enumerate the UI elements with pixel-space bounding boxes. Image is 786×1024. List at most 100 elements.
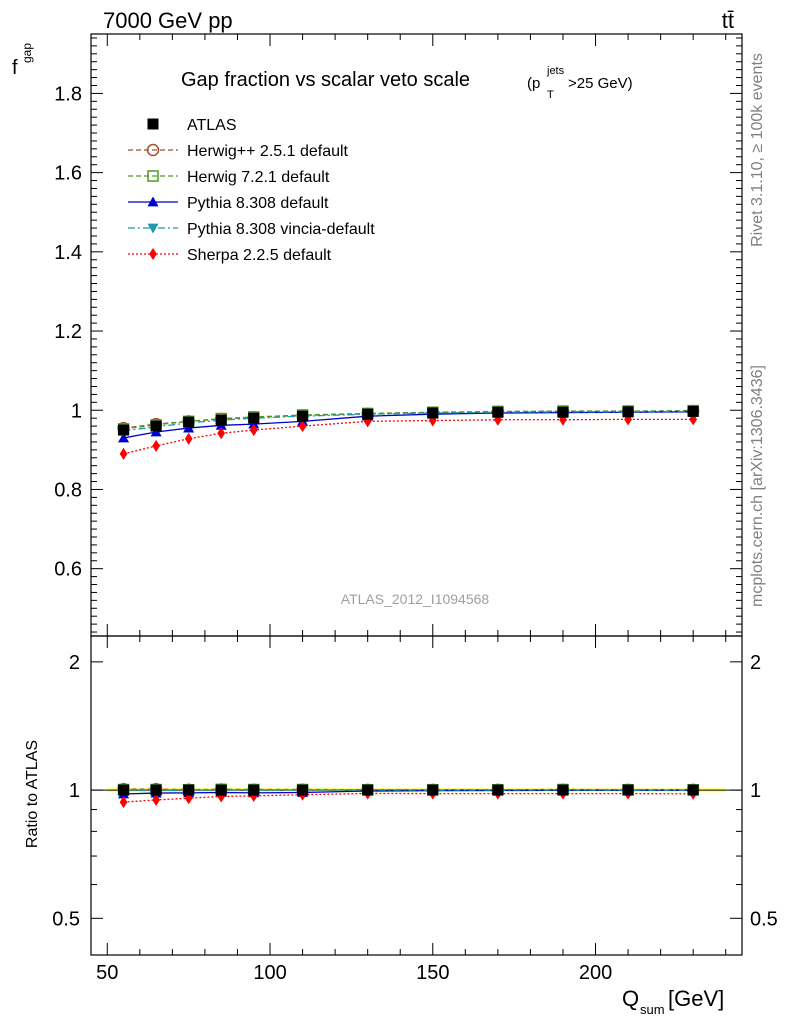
- chart-title: Gap fraction vs scalar veto scale (p jet…: [181, 65, 633, 101]
- legend-entry-herwig7: Herwig 7.2.1 default: [128, 169, 330, 186]
- data-point-atlas: [622, 406, 634, 418]
- data-point-sherpa: [119, 447, 128, 460]
- ratio-point-atlas: [215, 784, 227, 796]
- legend-marker-herwigpp: [128, 143, 178, 157]
- data-point-sherpa: [184, 432, 193, 445]
- ratio-point-atlas: [557, 784, 569, 796]
- data-point-atlas: [492, 406, 504, 418]
- data-point-atlas: [362, 408, 374, 420]
- data-point-atlas: [687, 405, 699, 417]
- ratio-point-atlas: [248, 784, 260, 796]
- legend-label-atlas: ATLAS: [187, 117, 237, 134]
- ratio-point-atlas: [183, 784, 195, 796]
- series-herwig7: [117, 404, 699, 435]
- title-sub-rest: >25 GeV): [568, 75, 633, 92]
- legend-label-herwigpp: Herwig++ 2.5.1 default: [187, 143, 349, 160]
- analysis-watermark: ATLAS_2012_I1094568: [341, 591, 490, 607]
- series-sherpa: [119, 413, 698, 460]
- x-axis-label-sub: sum: [640, 1002, 665, 1017]
- title-sub-sub: T: [547, 89, 554, 101]
- legend-symbol-atlas: [147, 118, 159, 130]
- data-point-sherpa: [689, 413, 698, 426]
- data-point-sherpa: [217, 427, 226, 440]
- legend-entry-vincia: Pythia 8.308 vincia-default: [128, 221, 375, 238]
- legend-entry-atlas: ATLAS: [147, 117, 237, 134]
- ratio-panel-frame: [90, 635, 743, 956]
- legend-marker-atlas: [147, 118, 159, 130]
- ratio-series: [117, 782, 700, 809]
- ratio-y-tick-label-right: 1: [750, 780, 761, 802]
- legend-label-pythia: Pythia 8.308 default: [187, 195, 329, 212]
- energy-label: 7000 GeV pp: [103, 8, 233, 33]
- data-point-atlas: [118, 424, 130, 436]
- x-axis-label-main: Q: [622, 986, 639, 1011]
- ratio-point-sherpa: [217, 790, 226, 803]
- series-line-pythia: [123, 411, 694, 439]
- data-point-atlas: [183, 416, 195, 428]
- legend-symbol-herwig7: [147, 170, 159, 182]
- title-sub-sup: jets: [546, 65, 565, 77]
- ratio-point-sherpa: [152, 793, 160, 806]
- main-y-axis-label: f gap: [12, 43, 34, 79]
- data-point-sherpa: [152, 439, 160, 452]
- legend-label-herwig7: Herwig 7.2.1 default: [187, 169, 330, 186]
- ratio-point-atlas: [297, 784, 309, 796]
- y-tick-label: 1: [71, 400, 82, 422]
- y-axis-label-sub: gap: [20, 43, 34, 63]
- y-tick-label: 1.4: [54, 242, 82, 264]
- y-tick-label: 1.6: [54, 163, 82, 185]
- legend-symbol-sherpa: [149, 247, 157, 261]
- ratio-series-atlas: [118, 784, 699, 796]
- legend-symbol-vincia: [147, 223, 159, 234]
- ratio-point-atlas: [427, 784, 439, 796]
- ratio-y-tick-label-right: 2: [750, 652, 761, 674]
- y-tick-label: 1.8: [54, 83, 82, 105]
- title-sub-open: (p: [527, 75, 540, 92]
- ratio-point-atlas: [622, 784, 634, 796]
- data-point-atlas: [248, 412, 260, 424]
- legend-entry-sherpa: Sherpa 2.2.5 default: [128, 247, 332, 264]
- data-point-atlas: [557, 406, 569, 418]
- legend-entry-pythia: Pythia 8.308 default: [128, 195, 329, 212]
- x-tick-label: 150: [416, 962, 449, 984]
- data-point-atlas: [427, 407, 439, 419]
- legend-symbol-herwigpp: [146, 143, 160, 157]
- y-axis-label-main: f: [12, 57, 18, 79]
- ratio-y-tick-label-left: 0.5: [52, 908, 80, 930]
- legend-label-sherpa: Sherpa 2.2.5 default: [187, 247, 332, 264]
- data-point-sherpa: [298, 420, 307, 433]
- x-tick-label: 50: [96, 962, 118, 984]
- legend-marker-vincia: [128, 223, 178, 234]
- legend-symbol-pythia: [147, 196, 159, 207]
- ratio-point-atlas: [150, 784, 162, 796]
- ratio-y-tick-label-right: 0.5: [750, 908, 778, 930]
- x-tick-label: 100: [253, 962, 286, 984]
- series-atlas: [118, 405, 699, 436]
- y-tick-label: 0.8: [54, 479, 82, 501]
- x-axis-label-rest: [GeV]: [668, 986, 724, 1011]
- data-point-sherpa: [363, 415, 372, 428]
- ratio-line-sherpa: [123, 792, 694, 803]
- tick-labels: 50 100 150 200 0.6 0.8 1 1.2 1.4 1.6 1.8 0.5 0.5 1 1 2 2: [52, 83, 778, 984]
- data-point-atlas: [297, 410, 309, 422]
- series-pythia: [118, 406, 699, 443]
- legend-marker-sherpa: [128, 247, 178, 261]
- legend-marker-pythia: [128, 196, 178, 207]
- legend-label-vincia: Pythia 8.308 vincia-default: [187, 221, 375, 238]
- ratio-point-atlas: [492, 784, 504, 796]
- ratio-y-tick-label-left: 2: [69, 652, 80, 674]
- legend: ATLAS Herwig++ 2.5.1 default Herwig 7.2.…: [128, 117, 375, 264]
- y-tick-label: 1.2: [54, 321, 82, 343]
- ratio-line-vincia: [123, 789, 694, 792]
- ratio-point-sherpa: [119, 796, 128, 809]
- ratio-point-atlas: [687, 784, 699, 796]
- data-point-atlas: [150, 420, 162, 432]
- mcplots-label: mcplots.cern.ch [arXiv:1306.3436]: [749, 365, 766, 607]
- main-series: [117, 404, 700, 460]
- series-line-sherpa: [123, 418, 694, 455]
- data-point-pythia: [118, 432, 130, 443]
- data-point-sherpa: [249, 424, 258, 437]
- legend-marker-herwig7: [128, 170, 178, 182]
- legend-entry-herwigpp: Herwig++ 2.5.1 default: [128, 143, 349, 160]
